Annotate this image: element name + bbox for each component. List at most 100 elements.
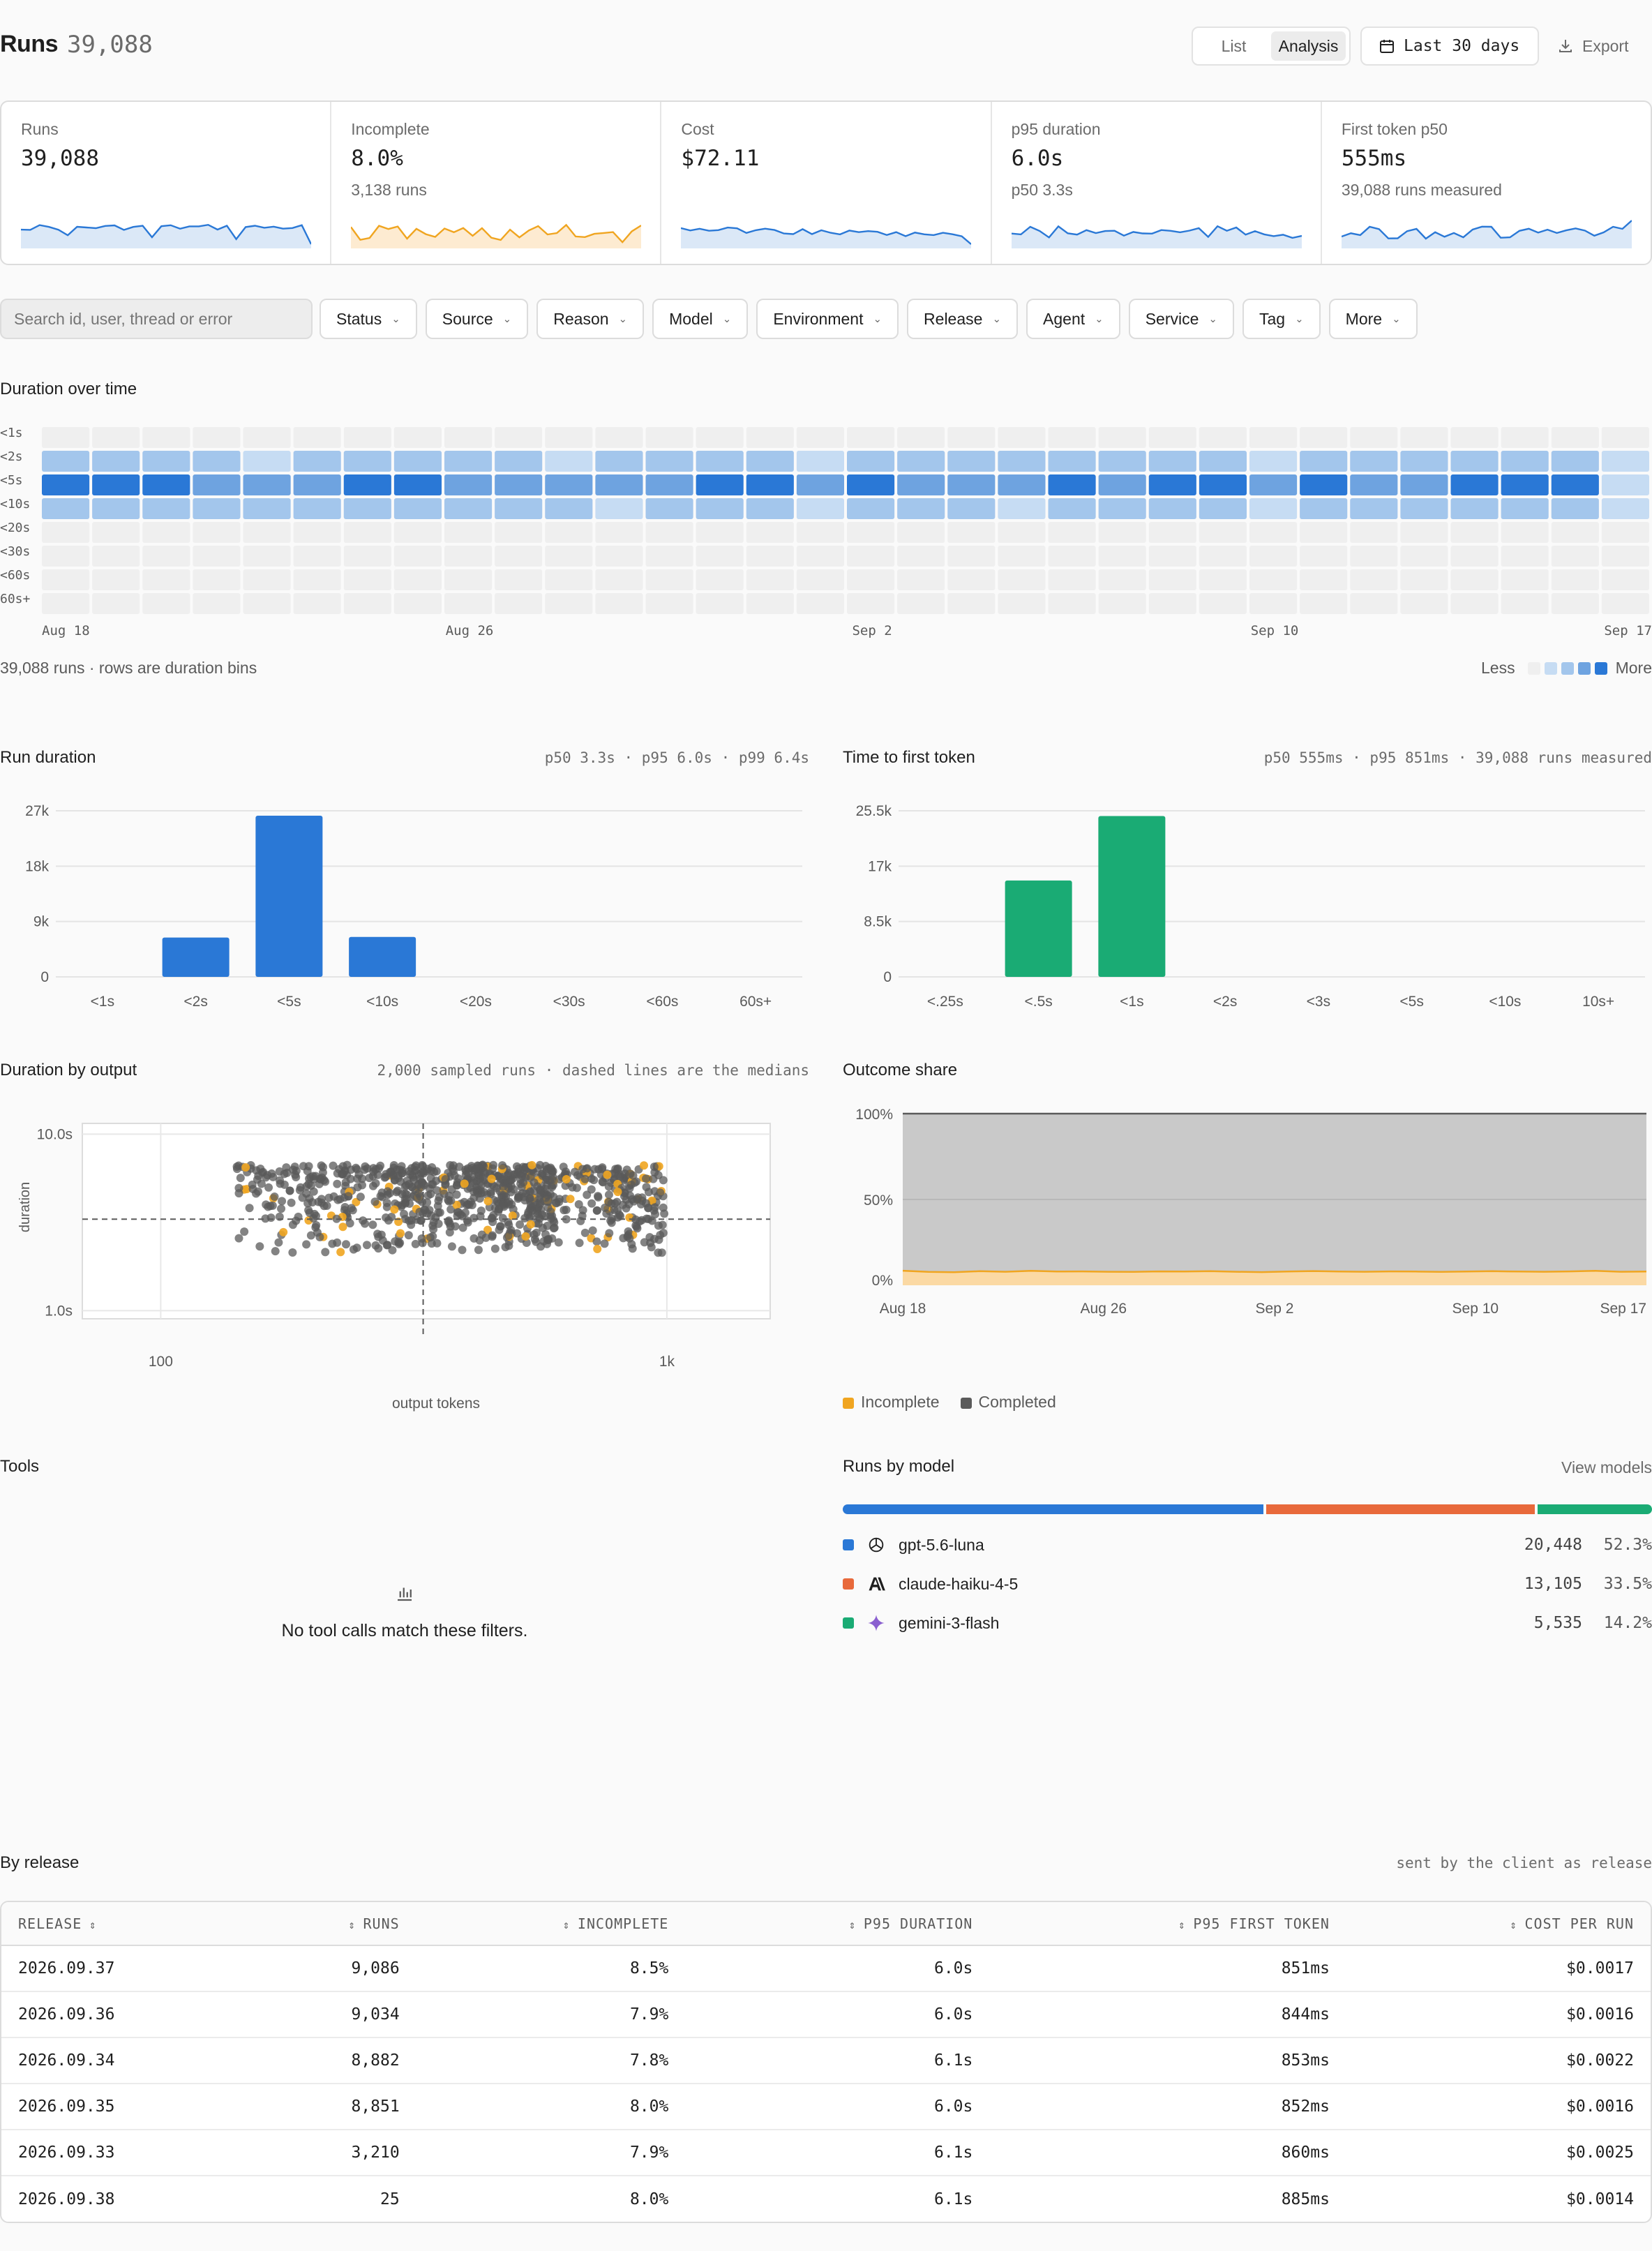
filter-status[interactable]: Status ⌄ bbox=[320, 299, 417, 339]
tab-list[interactable]: List bbox=[1221, 36, 1247, 55]
filter-model[interactable]: Model ⌄ bbox=[652, 299, 749, 339]
duration-heatmap[interactable]: <1s <2s <5s <10s <20s <30s <60s 60s+ Aug 18 Aug 2… bbox=[0, 419, 1652, 649]
kpi-label: First token p50 bbox=[1341, 120, 1448, 138]
table-cell: 2026.09.34 bbox=[1, 2037, 253, 2084]
legend-item-completed[interactable]: Completed bbox=[960, 1393, 1056, 1412]
heatmap-cell bbox=[1148, 427, 1196, 448]
column-label: INCOMPLETE bbox=[577, 1915, 669, 1932]
heatmap-row-label: <60s bbox=[0, 568, 30, 583]
y-tick-label: 1.0s bbox=[45, 1303, 73, 1319]
filter-agent[interactable]: Agent ⌄ bbox=[1026, 299, 1120, 339]
scatter-point bbox=[445, 1228, 454, 1237]
table-cell: 2026.09.37 bbox=[1, 1945, 253, 1992]
filter-service[interactable]: Service ⌄ bbox=[1128, 299, 1234, 339]
export-button[interactable]: Export bbox=[1557, 27, 1628, 66]
table-row[interactable]: 2026.09.38 25 8.0% 6.1s 885ms $0.0014 bbox=[1, 2176, 1651, 2222]
sort-icon: ⇕ bbox=[348, 1917, 363, 1931]
scatter-point bbox=[268, 1201, 277, 1210]
column-header[interactable]: ⇕ P95 FIRST TOKEN bbox=[989, 1902, 1346, 1946]
heatmap-cell bbox=[1048, 451, 1096, 472]
legend-item-incomplete[interactable]: Incomplete bbox=[843, 1393, 940, 1412]
scatter-point bbox=[288, 1220, 297, 1229]
filter-environment[interactable]: Environment ⌄ bbox=[756, 299, 899, 339]
filter-reason[interactable]: Reason ⌄ bbox=[536, 299, 645, 339]
heatmap-cell bbox=[796, 498, 844, 519]
heatmap-cell bbox=[1199, 522, 1247, 543]
scatter-point bbox=[458, 1223, 467, 1232]
scatter-point bbox=[448, 1164, 457, 1173]
column-header[interactable]: RELEASE ⇕ bbox=[1, 1902, 253, 1946]
column-header[interactable]: ⇕ INCOMPLETE bbox=[416, 1902, 686, 1946]
table-cell: 8.0% bbox=[416, 2084, 686, 2130]
heatmap-cell bbox=[243, 498, 291, 519]
heatmap-cell bbox=[1501, 451, 1549, 472]
column-header[interactable]: ⇕ RUNS bbox=[253, 1902, 416, 1946]
heatmap-cell bbox=[193, 451, 241, 472]
y-tick-label: 9k bbox=[33, 914, 50, 930]
kpi-card-runs[interactable]: Runs 39,088 bbox=[1, 102, 330, 264]
filter-tag[interactable]: Tag ⌄ bbox=[1242, 299, 1321, 339]
kpi-card-first-token[interactable]: First token p50 555ms 39,088 runs measur… bbox=[1320, 102, 1651, 264]
kpi-card-p95-duration[interactable]: p95 duration 6.0s p50 3.3s bbox=[990, 102, 1321, 264]
scatter-point bbox=[525, 1213, 534, 1222]
scatter-point bbox=[344, 1192, 353, 1201]
heatmap-cell bbox=[1098, 593, 1146, 614]
legend-label: Incomplete bbox=[861, 1393, 940, 1411]
model-row[interactable]: gpt-5.6-luna 20,448 52.3% bbox=[843, 1525, 1652, 1564]
search-input[interactable] bbox=[0, 299, 313, 339]
scatter-point bbox=[607, 1218, 616, 1227]
column-header[interactable]: ⇕ P95 DURATION bbox=[685, 1902, 990, 1946]
filter-more[interactable]: More ⌄ bbox=[1328, 299, 1418, 339]
table-row[interactable]: 2026.09.36 9,034 7.9% 6.0s 844ms $0.0016 bbox=[1, 1991, 1651, 2038]
scatter-point bbox=[656, 1188, 665, 1197]
ttft-chart[interactable]: 25.5k 17k 8.5k 0 <.25s <.5s <1s <2s <3s <5s <10s 10… bbox=[843, 788, 1652, 1019]
kpi-value: 39,088 bbox=[21, 146, 99, 171]
y-tick-label: 8.5k bbox=[864, 914, 892, 930]
kpi-card-cost[interactable]: Cost $72.11 bbox=[660, 102, 990, 264]
scatter-point bbox=[536, 1190, 545, 1199]
model-share-segment[interactable] bbox=[843, 1504, 1263, 1514]
date-range-button[interactable]: Last 30 days bbox=[1360, 27, 1539, 66]
scatter-point bbox=[248, 1180, 257, 1189]
model-row[interactable]: gemini-3-flash 5,535 14.2% bbox=[843, 1603, 1652, 1643]
table-row[interactable]: 2026.09.35 8,851 8.0% 6.0s 852ms $0.0016 bbox=[1, 2084, 1651, 2130]
outcome-title: Outcome share bbox=[843, 1061, 958, 1079]
heatmap-cell bbox=[193, 569, 241, 590]
heatmap-cell bbox=[1350, 569, 1398, 590]
scatter-point bbox=[630, 1178, 639, 1187]
heatmap-cell bbox=[545, 546, 593, 567]
x-tick-label: Sep 10 bbox=[1452, 1301, 1499, 1317]
x-tick-label: <.5s bbox=[1024, 994, 1052, 1010]
sort-icon: ⇕ bbox=[82, 1917, 97, 1931]
scatter-point bbox=[308, 1172, 317, 1181]
outcome-area-chart[interactable]: 100% 50% 0% Aug 18 Aug 26 Sep 2 Sep 10 Sep 17 bbox=[843, 1102, 1652, 1333]
scatter-point bbox=[305, 1209, 314, 1218]
tab-analysis[interactable]: Analysis bbox=[1271, 31, 1346, 61]
table-cell: $0.0025 bbox=[1346, 2130, 1651, 2176]
model-row[interactable]: claude-haiku-4-5 13,105 33.5% bbox=[843, 1564, 1652, 1603]
x-tick-label: <1s bbox=[91, 994, 114, 1010]
kpi-card-incomplete[interactable]: Incomplete 8.0% 3,138 runs bbox=[330, 102, 660, 264]
filter-release[interactable]: Release ⌄ bbox=[907, 299, 1019, 339]
table-row[interactable]: 2026.09.34 8,882 7.8% 6.1s 853ms $0.0022 bbox=[1, 2037, 1651, 2084]
duration-scatter[interactable]: 10.0s 1.0s 100 1k duration bbox=[0, 1102, 809, 1423]
x-tick-label: 60s+ bbox=[739, 994, 772, 1010]
scatter-point bbox=[580, 1174, 590, 1183]
view-models-link[interactable]: View models bbox=[1561, 1458, 1652, 1476]
heatmap-cell bbox=[746, 569, 794, 590]
run-duration-chart[interactable]: 27k 18k 9k 0 <1s <2s <5s <10s <20s <30s <60s 60s+ bbox=[0, 788, 809, 1019]
heatmap-cell bbox=[645, 474, 693, 495]
heatmap-row-label: <30s bbox=[0, 544, 30, 559]
table-row[interactable]: 2026.09.33 3,210 7.9% 6.1s 860ms $0.0025 bbox=[1, 2130, 1651, 2176]
model-share-segment[interactable] bbox=[1266, 1504, 1535, 1514]
column-header[interactable]: ⇕ COST PER RUN bbox=[1346, 1902, 1651, 1946]
scatter-point bbox=[526, 1187, 535, 1196]
filter-source[interactable]: Source ⌄ bbox=[425, 299, 529, 339]
tools-empty-message: No tool calls match these filters. bbox=[281, 1621, 528, 1640]
table-cell: 8.0% bbox=[629, 2190, 669, 2208]
table-row[interactable]: 2026.09.37 9,086 8.5% 6.0s 851ms $0.0017 bbox=[1, 1945, 1651, 1992]
model-share-segment[interactable] bbox=[1538, 1504, 1652, 1514]
heatmap-row-label: 60s+ bbox=[0, 592, 31, 606]
table-cell: 6.0s bbox=[685, 2084, 990, 2130]
heatmap-cell bbox=[696, 427, 744, 448]
